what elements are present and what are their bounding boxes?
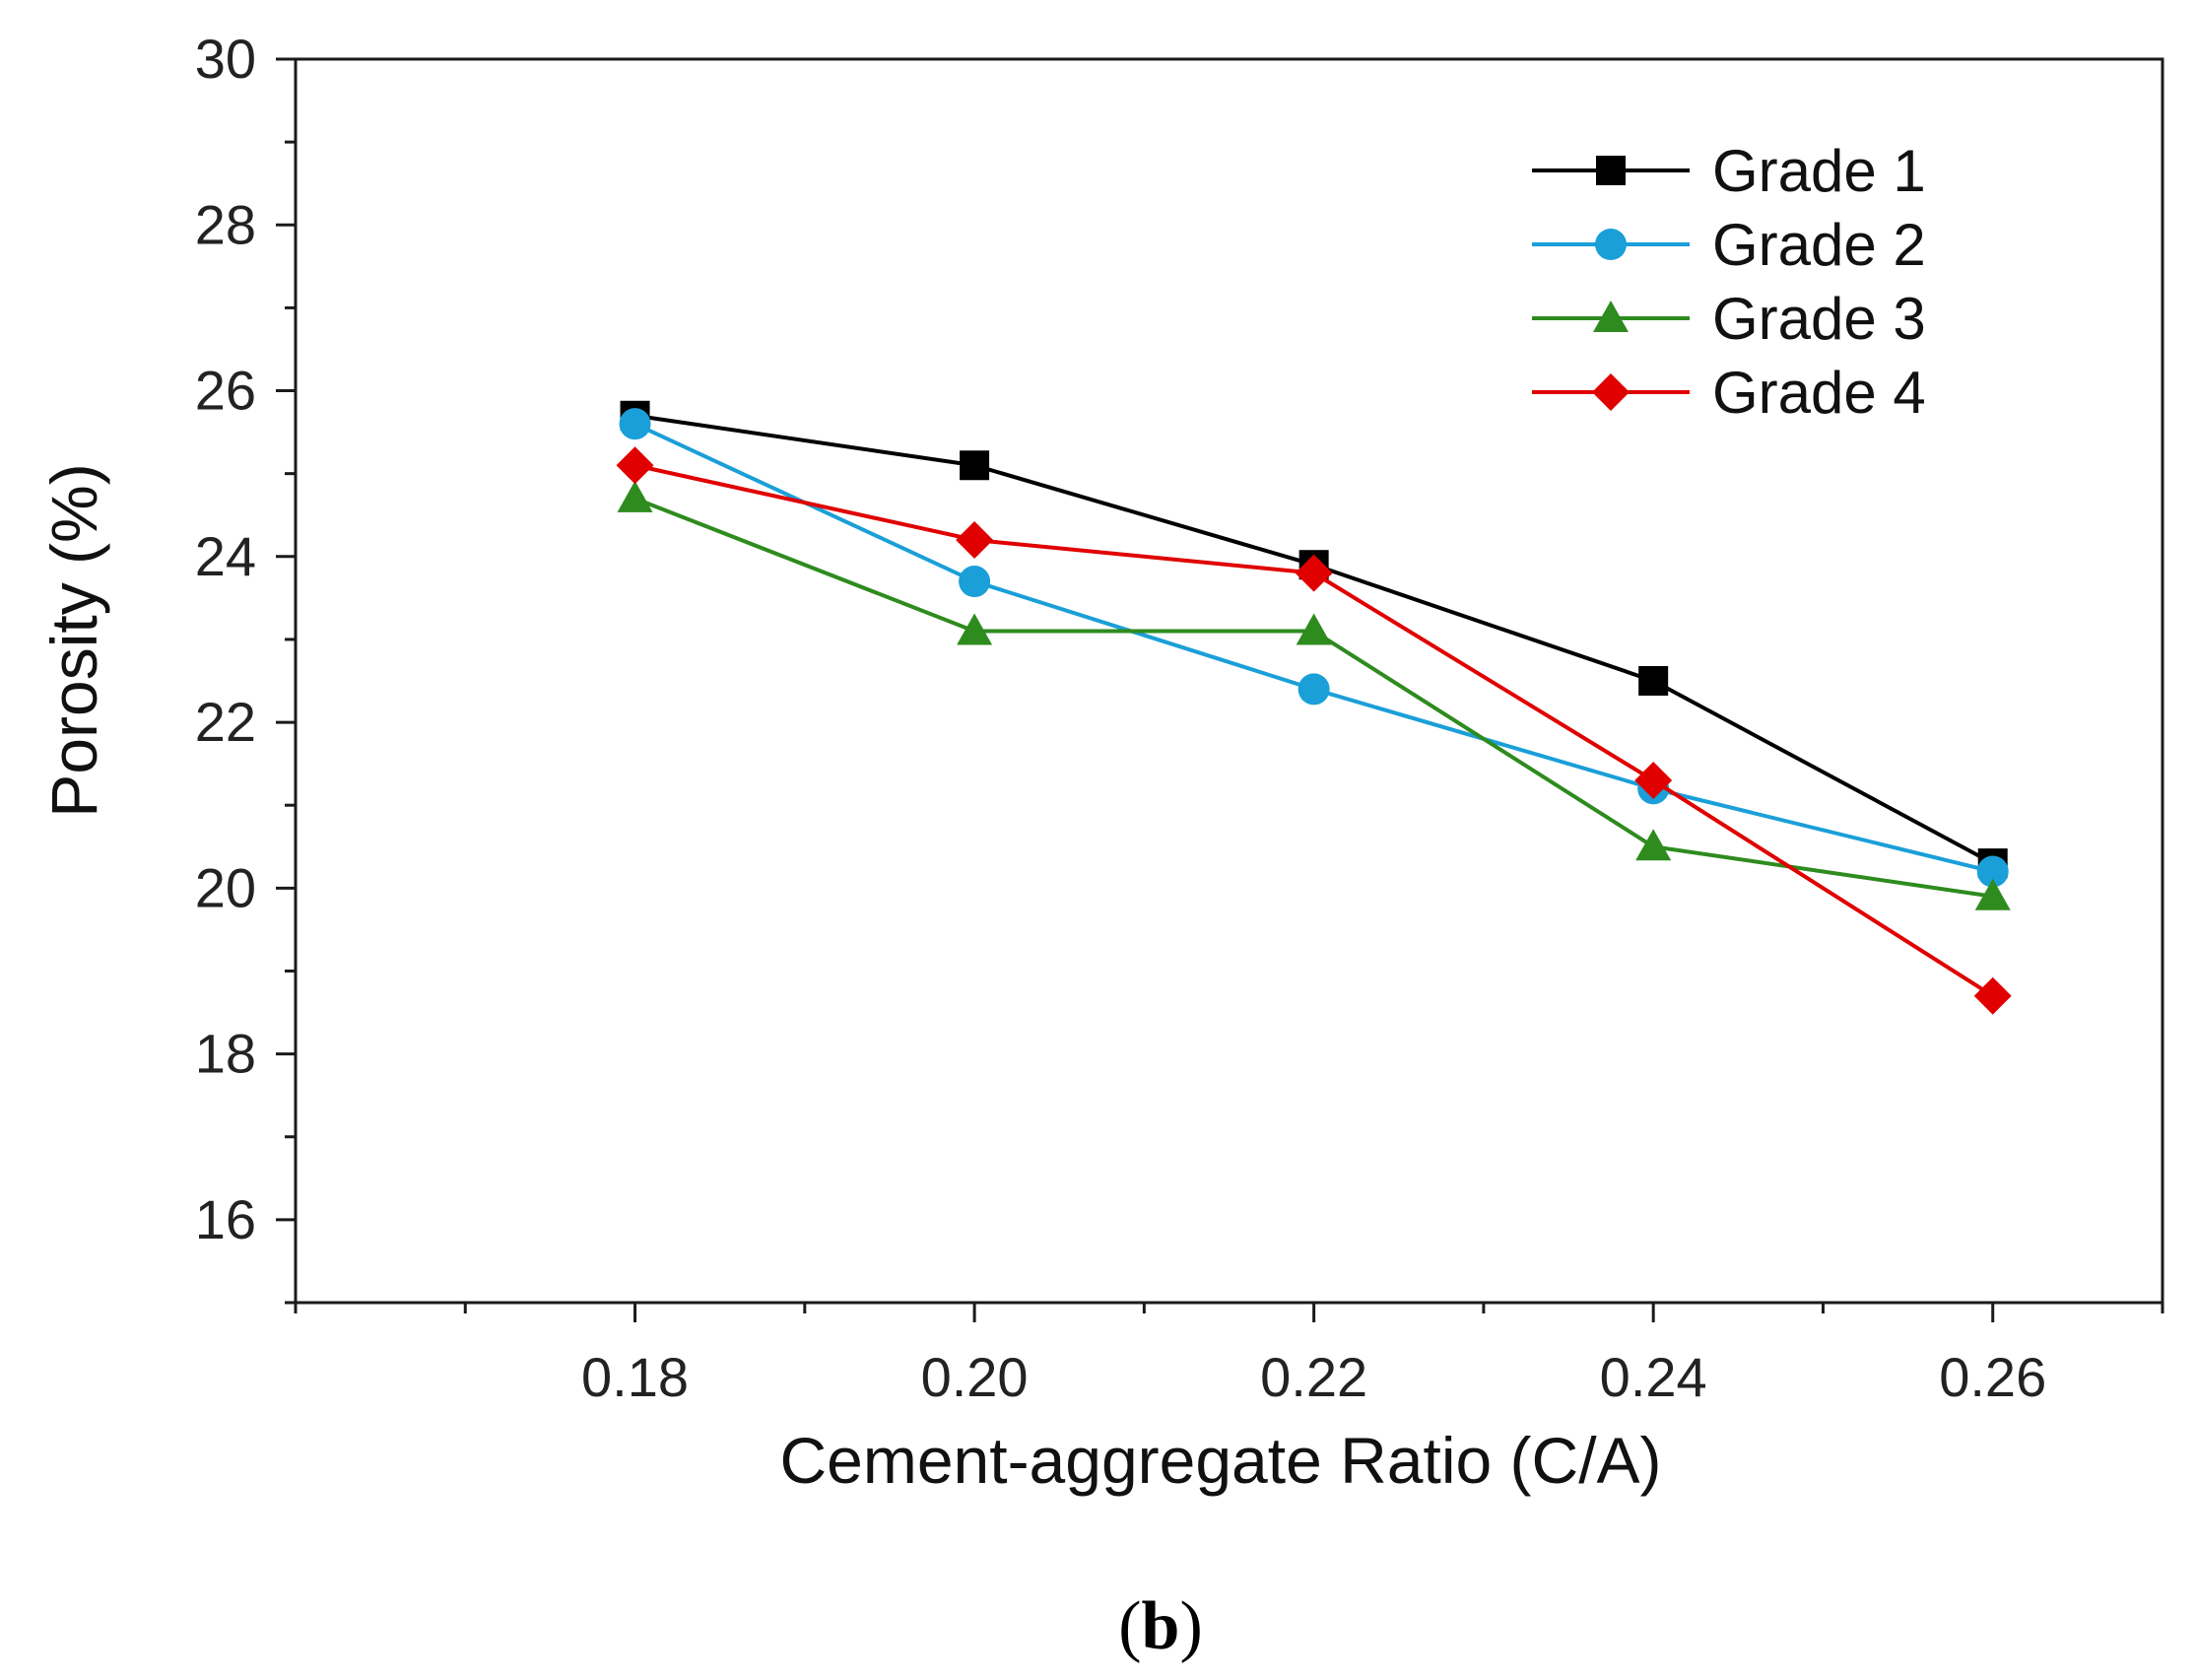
y-tick-label: 16: [195, 1188, 256, 1250]
data-point-triangle: [957, 613, 993, 645]
data-point-square: [1638, 666, 1669, 696]
x-tick-label: 0.24: [1600, 1346, 1707, 1408]
x-tick-label: 0.22: [1260, 1346, 1367, 1408]
y-tick-label: 30: [195, 28, 256, 90]
data-point-triangle: [1296, 613, 1332, 645]
data-point-diamond: [1973, 976, 2012, 1015]
y-tick-label: 26: [195, 360, 256, 422]
data-point-triangle: [1635, 829, 1672, 861]
x-tick-label: 0.20: [921, 1346, 1029, 1408]
caption-label: b: [1142, 1588, 1180, 1664]
data-point-triangle: [1974, 878, 2011, 910]
legend-item: Grade 2: [1532, 212, 1926, 278]
y-tick-label: 18: [195, 1023, 256, 1085]
legend-item: Grade 3: [1532, 286, 1926, 352]
legend-item: Grade 1: [1532, 138, 1926, 204]
data-point-circle: [959, 566, 991, 598]
data-point-circle: [1298, 673, 1330, 706]
series-grade-3: [617, 480, 2011, 910]
legend-label: Grade 3: [1712, 286, 1926, 352]
y-axis-ticks: 16 18 20 22 24 26 28 30: [195, 28, 296, 1305]
legend-marker-circle: [1595, 229, 1627, 260]
y-tick-label: 22: [195, 691, 256, 753]
data-point-square: [960, 450, 990, 481]
legend-item: Grade 4: [1532, 360, 1926, 426]
series-layer: [616, 400, 2012, 1015]
x-axis-title: Cement-aggregate Ratio (C/A): [779, 1424, 1661, 1497]
y-axis-title: Porosity (%): [37, 463, 110, 817]
data-point-circle: [619, 408, 651, 440]
data-point-diamond: [1295, 554, 1333, 592]
data-point-diamond: [616, 446, 654, 485]
plot-frame: [294, 57, 2164, 1305]
legend-marker-diamond: [1592, 373, 1630, 411]
legend: Grade 1 Grade 2 Grade 3 Grade 4: [1532, 138, 1926, 426]
legend-marker-triangle: [1593, 301, 1629, 332]
x-axis-ticks: 0.18 0.20 0.22 0.24 0.26: [294, 1303, 2164, 1408]
legend-marker-square: [1596, 156, 1626, 185]
data-point-diamond: [956, 520, 994, 559]
caption-open-paren: (: [1118, 1588, 1141, 1664]
x-tick-label: 0.18: [581, 1346, 689, 1408]
y-tick-label: 28: [195, 193, 256, 255]
legend-label: Grade 2: [1712, 212, 1926, 278]
data-point-circle: [1976, 855, 2009, 888]
x-tick-label: 0.26: [1939, 1346, 2046, 1408]
legend-label: Grade 1: [1712, 138, 1926, 204]
series-grade-4: [616, 446, 2012, 1015]
y-tick-label: 24: [195, 525, 256, 587]
figure-caption: (b): [1118, 1588, 1203, 1664]
y-tick-label: 20: [195, 856, 256, 918]
plot-border: [294, 57, 2164, 1305]
data-point-diamond: [1634, 761, 1673, 799]
legend-label: Grade 4: [1712, 360, 1926, 426]
caption-close-paren: ): [1179, 1588, 1202, 1664]
data-point-triangle: [617, 480, 653, 512]
